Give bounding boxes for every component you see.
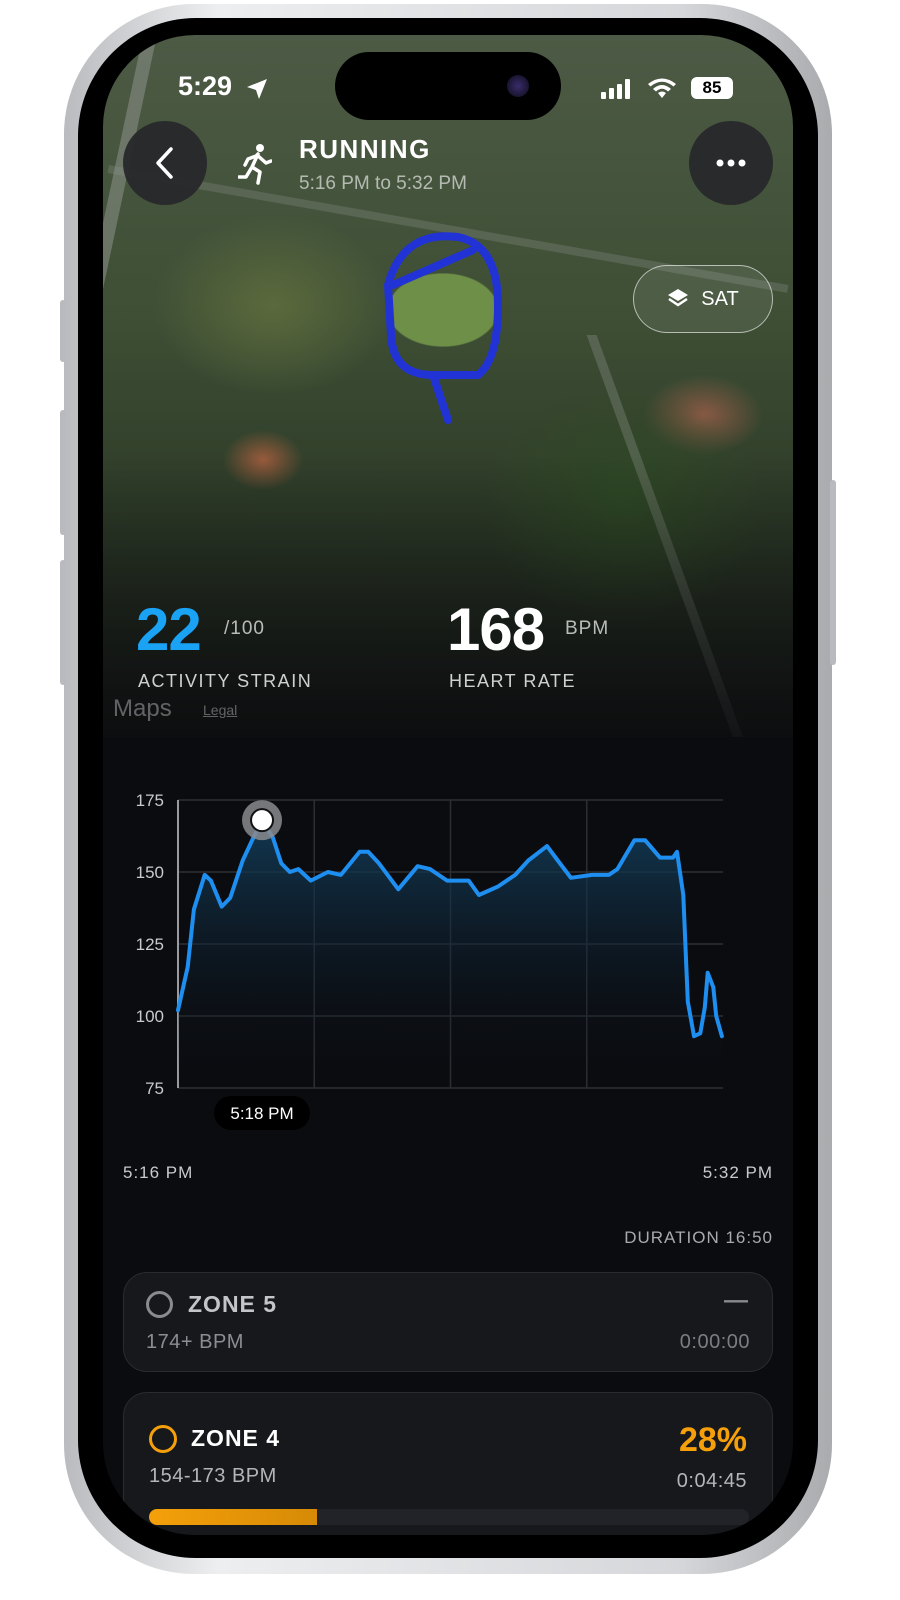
selected-point — [250, 808, 275, 833]
more-options-button[interactable] — [689, 121, 773, 205]
strain-value: 22 — [136, 596, 202, 663]
chevron-left-icon — [156, 147, 173, 179]
zone-4-progress-fill — [149, 1509, 317, 1525]
screen: 5:29 85 RUNNING 5:16 PM to 5:32 PM SAT 2… — [103, 35, 793, 1535]
y-tick-label: 125 — [136, 935, 164, 954]
zone-4-progress-track — [149, 1509, 749, 1525]
y-tick-label: 150 — [136, 863, 164, 882]
volume-up-button — [60, 410, 66, 535]
y-tick-label: 75 — [145, 1079, 164, 1098]
zone-5-card[interactable]: ZONE 5 174+ BPM — 0:00:00 — [123, 1272, 773, 1372]
y-tick-label: 175 — [136, 791, 164, 810]
cellular-signal-icon — [601, 79, 630, 99]
selected-time-label: 5:18 PM — [230, 1104, 293, 1123]
zone-5-ring-icon — [146, 1291, 173, 1318]
map-shade — [103, 455, 793, 737]
zone-4-range: 154-173 BPM — [149, 1465, 277, 1487]
heart-rate-label: HEART RATE — [449, 671, 577, 691]
map-layer-label: SAT — [701, 287, 739, 310]
volume-down-button — [60, 560, 66, 685]
x-axis-end: 5:32 PM — [702, 1163, 773, 1182]
zone-5-percent: — — [724, 1287, 748, 1314]
x-axis-start: 5:16 PM — [123, 1163, 194, 1182]
back-button[interactable] — [123, 121, 207, 205]
zone-4-percent: 28% — [678, 1421, 747, 1459]
heart-rate-chart[interactable]: 175 150 125 100 75 5:18 PM — [103, 755, 793, 1175]
running-person-icon — [238, 144, 272, 185]
zone-5-range: 174+ BPM — [146, 1331, 244, 1353]
heart-rate-area — [178, 820, 722, 1088]
selected-time-pill — [214, 1096, 311, 1130]
activity-title: RUNNING — [299, 134, 431, 164]
route-line — [384, 232, 502, 424]
apple-maps-logo: Maps — [113, 695, 172, 722]
layers-icon — [668, 289, 689, 307]
satellite-map[interactable] — [103, 35, 793, 737]
action-button — [60, 300, 66, 362]
battery-icon: 85 — [691, 77, 733, 99]
strain-max: /100 — [224, 618, 265, 639]
map-layer-button[interactable]: SAT — [633, 265, 773, 333]
zone-5-name: ZONE 5 — [188, 1291, 278, 1317]
location-arrow-icon — [247, 79, 267, 99]
status-time: 5:29 — [178, 71, 233, 101]
activity-time-range: 5:16 PM to 5:32 PM — [299, 173, 467, 194]
strain-label: ACTIVITY STRAIN — [138, 671, 313, 691]
heart-rate-value: 168 — [447, 596, 545, 663]
zone-4-time: 0:04:45 — [676, 1470, 747, 1492]
power-button — [830, 480, 836, 665]
route-path — [384, 232, 502, 424]
heart-rate-unit: BPM — [565, 618, 610, 639]
zone-4-card[interactable]: ZONE 4 154-173 BPM 28% 0:04:45 — [123, 1392, 773, 1535]
y-tick-label: 100 — [136, 1007, 164, 1026]
zone-4-name: ZONE 4 — [191, 1425, 281, 1451]
zone-4-ring-icon — [149, 1425, 177, 1453]
legal-link[interactable]: Legal — [203, 702, 238, 718]
wifi-icon — [648, 78, 676, 98]
zone-5-time: 0:00:00 — [679, 1331, 750, 1353]
camera-icon — [507, 75, 529, 97]
duration-label: DURATION 16:50 — [624, 1228, 773, 1247]
ellipsis-icon — [716, 159, 746, 167]
